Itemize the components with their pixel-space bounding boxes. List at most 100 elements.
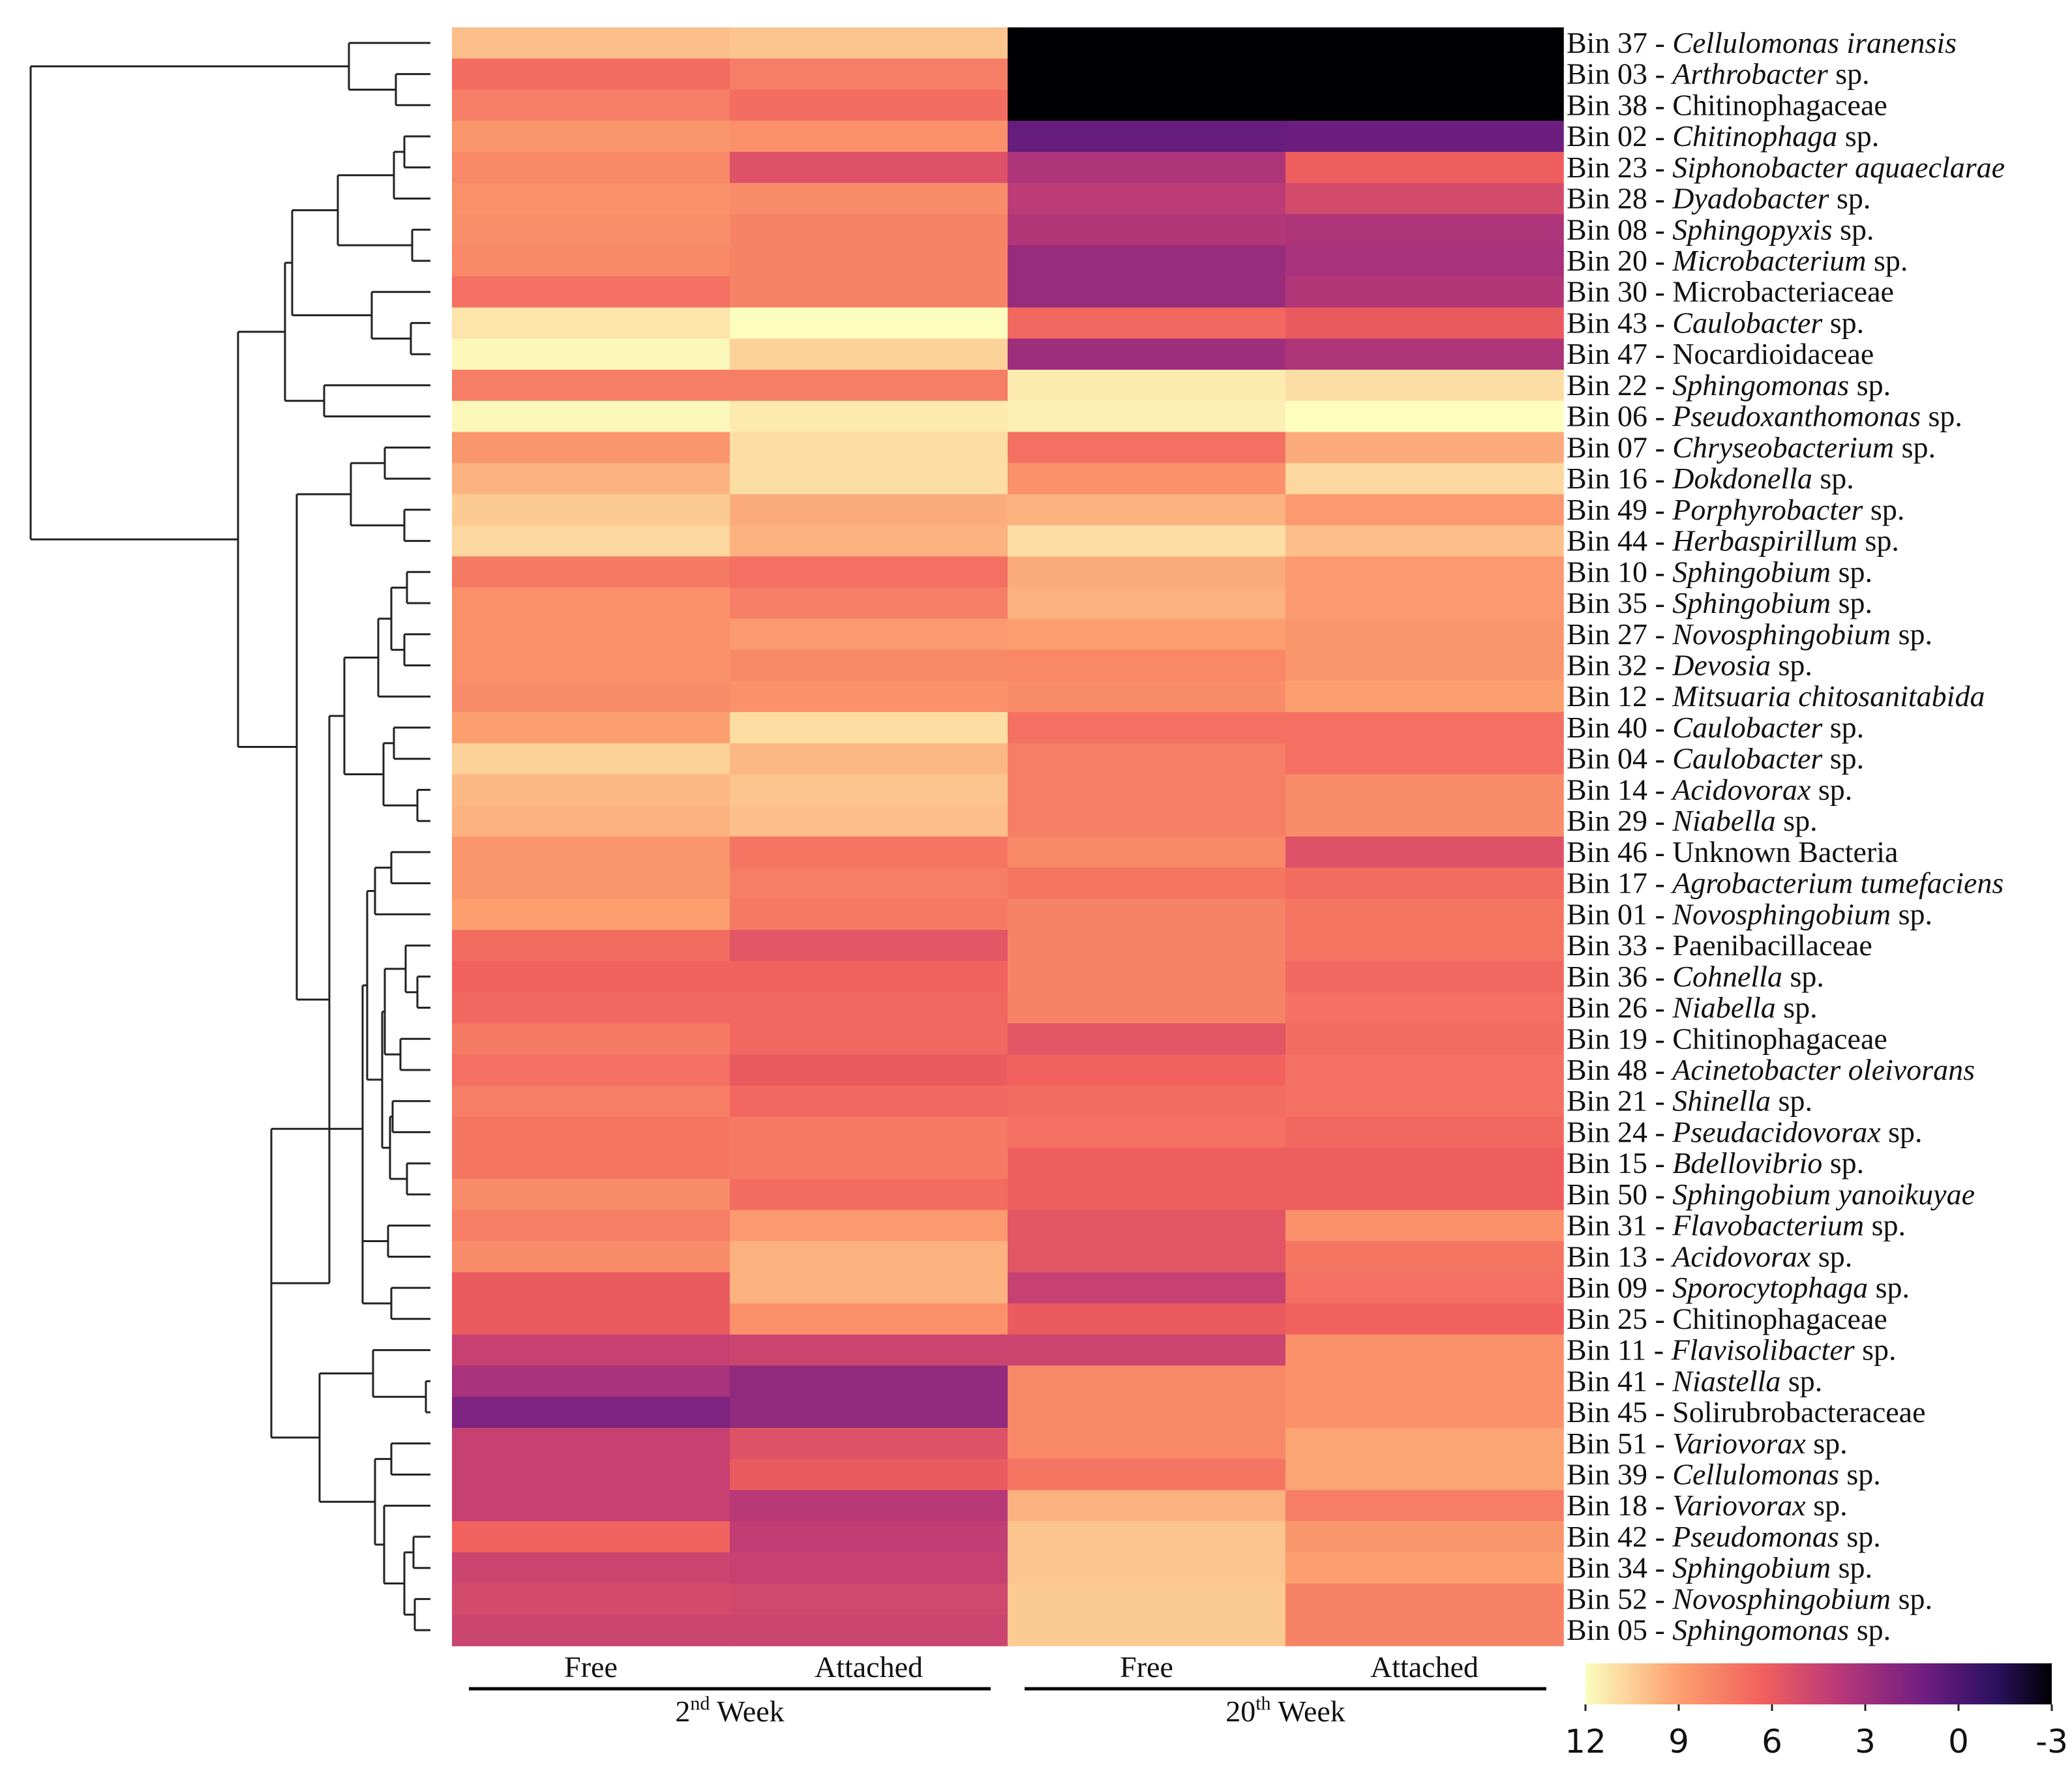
row-label-prefix: Bin 09 - <box>1567 1271 1672 1304</box>
row-label-taxon: Caulobacter <box>1672 306 1823 339</box>
row-label: Bin 10 - Sphingobium sp. <box>1567 555 1872 588</box>
row-label-prefix: Bin 12 - <box>1567 679 1672 713</box>
row-label-prefix: Bin 19 - <box>1567 1022 1672 1055</box>
heatmap-cell <box>1008 1241 1286 1273</box>
heatmap-cell <box>730 1614 1008 1646</box>
row-label-taxon: Caulobacter <box>1672 742 1823 775</box>
heatmap-cell <box>1008 1552 1286 1584</box>
row-label-suffix: sp. <box>1839 1520 1881 1553</box>
heatmap-cell <box>1285 774 1564 807</box>
heatmap-cell <box>1285 494 1564 526</box>
row-label-prefix: Bin 34 - <box>1567 1551 1672 1584</box>
heatmap-cell <box>730 1272 1008 1304</box>
heatmap-cell <box>452 1116 730 1149</box>
heatmap-cell <box>730 276 1008 308</box>
row-label-suffix: sp. <box>1812 462 1854 495</box>
heatmap-cell <box>1008 307 1286 340</box>
heatmap-cell <box>1285 898 1564 930</box>
row-label-taxon: Chryseobacterium <box>1672 430 1894 464</box>
colorbar-tick-label: 0 <box>1948 1723 1969 1760</box>
row-label: Bin 50 - Sphingobium yanoikuyae <box>1567 1178 1975 1211</box>
heatmap-cell <box>452 1054 730 1086</box>
heatmap-cell <box>730 1552 1008 1584</box>
row-label-prefix: Bin 27 - <box>1567 617 1672 651</box>
row-label-taxon: Caulobacter <box>1672 711 1823 744</box>
row-label-prefix: Bin 28 - <box>1567 182 1672 215</box>
row-label-prefix: Bin 10 - <box>1567 555 1672 588</box>
heatmap-cell <box>452 214 730 246</box>
row-label: Bin 42 - Pseudomonas sp. <box>1567 1520 1881 1553</box>
row-label: Bin 26 - Niabella sp. <box>1567 991 1818 1024</box>
row-label-suffix: sp. <box>1771 649 1812 682</box>
row-label-suffix: sp. <box>1771 1084 1812 1118</box>
heatmap-cell <box>730 1583 1008 1616</box>
heatmap-cell <box>1008 898 1286 930</box>
row-label: Bin 02 - Chitinophaga sp. <box>1567 119 1879 153</box>
heatmap-cell <box>1008 1427 1286 1460</box>
row-label-taxon: Agrobacterium tumefaciens <box>1670 867 2004 900</box>
heatmap-cell <box>730 1179 1008 1211</box>
row-label-prefix: Bin 04 - <box>1567 742 1672 775</box>
heatmap-cell <box>1008 837 1286 869</box>
row-label-prefix: Bin 32 - <box>1567 649 1672 682</box>
heatmap-cell <box>1008 1148 1286 1180</box>
heatmap-cell <box>1285 58 1564 91</box>
row-label: Bin 51 - Variovorax sp. <box>1567 1427 1848 1460</box>
heatmap-cell <box>1285 27 1564 59</box>
heatmap-cell <box>1285 400 1564 433</box>
heatmap-cell <box>1008 1583 1286 1616</box>
heatmap-cell <box>730 338 1008 370</box>
row-label-taxon: Sphingobium yanoikuyae <box>1672 1178 1975 1211</box>
row-label: Bin 27 - Novosphingobium sp. <box>1567 617 1932 651</box>
heatmap-cell <box>1008 121 1286 153</box>
row-label-suffix: sp. <box>1891 617 1932 651</box>
row-label: Bin 22 - Sphingomonas sp. <box>1567 368 1891 402</box>
row-label-suffix: sp. <box>1831 586 1872 619</box>
heatmap-cell <box>1008 556 1286 588</box>
heatmap-cell <box>1008 1334 1286 1367</box>
row-label-suffix: sp. <box>1780 1364 1822 1397</box>
row-label: Bin 29 - Niabella sp. <box>1567 804 1818 837</box>
row-label-taxon: Paenibacillaceae <box>1672 928 1872 962</box>
heatmap-cell <box>452 1241 730 1273</box>
heatmap-cell <box>1008 805 1286 837</box>
heatmap-cell <box>452 618 730 651</box>
row-label: Bin 01 - Novosphingobium sp. <box>1567 897 1932 930</box>
heatmap-cell <box>452 1023 730 1055</box>
heatmap-cell <box>1008 1054 1286 1086</box>
row-label-taxon: Cellulomonas iranensis <box>1672 26 1957 59</box>
row-label-prefix: Bin 18 - <box>1567 1489 1672 1522</box>
heatmap-cell <box>452 1614 730 1646</box>
heatmap-cell <box>452 58 730 91</box>
column-label: Attached <box>1370 1650 1479 1684</box>
row-label: Bin 48 - Acinetobacter oleivorans <box>1567 1053 1975 1086</box>
row-label-taxon: Unknown Bacteria <box>1672 835 1898 869</box>
row-label-suffix: sp. <box>1833 213 1874 246</box>
row-label-suffix: sp. <box>1831 555 1872 588</box>
row-label-suffix: sp. <box>1822 742 1864 775</box>
heatmap-cell <box>730 1241 1008 1273</box>
row-label-taxon: Chitinophaga <box>1672 119 1837 153</box>
row-label: Bin 09 - Sporocytophaga sp. <box>1567 1271 1910 1304</box>
heatmap-cell <box>1285 1365 1564 1397</box>
heatmap-cell <box>730 1334 1008 1367</box>
heatmap-cell <box>1285 1427 1564 1460</box>
heatmap-cell <box>1008 1116 1286 1149</box>
row-label-prefix: Bin 35 - <box>1567 586 1672 619</box>
row-label-prefix: Bin 47 - <box>1567 337 1672 370</box>
heatmap-cell <box>1285 1521 1564 1553</box>
row-label-prefix: Bin 49 - <box>1567 493 1672 526</box>
heatmap-cell <box>1285 618 1564 651</box>
heatmap-cell <box>1285 1397 1564 1429</box>
row-label: Bin 24 - Pseudacidovorax sp. <box>1567 1115 1923 1148</box>
row-label-taxon: Devosia <box>1672 649 1771 682</box>
row-label-taxon: Flavisolibacter <box>1671 1333 1855 1367</box>
heatmap-cell <box>452 494 730 526</box>
heatmap-cell <box>452 27 730 59</box>
row-label-prefix: Bin 50 - <box>1567 1178 1672 1211</box>
heatmap-cell <box>1285 214 1564 246</box>
heatmap-cell <box>452 1303 730 1335</box>
heatmap-cell <box>452 805 730 837</box>
row-label-prefix: Bin 05 - <box>1567 1613 1672 1646</box>
heatmap-cell <box>730 121 1008 153</box>
